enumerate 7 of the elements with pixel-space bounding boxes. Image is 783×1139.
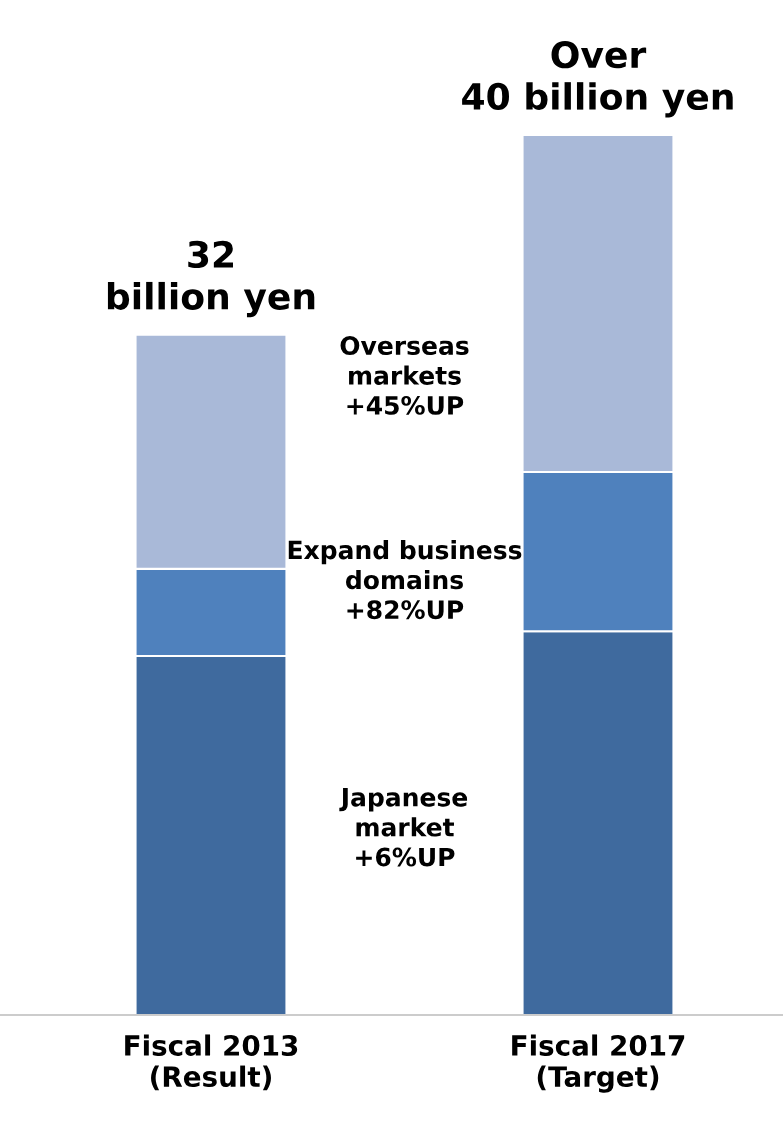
series-label: Expand business domains +82%UP	[288, 540, 522, 620]
text: Overseas markets +45%UP	[340, 336, 469, 415]
x-tick-label: Fiscal 2013 (Result)	[125, 1034, 298, 1091]
annotation: 32 billion yen	[107, 240, 315, 318]
annotation: Over 40 billion yen	[462, 41, 733, 118]
text: Japanese market +6%UP	[339, 788, 468, 867]
x-tick-label: Fiscal 2017 (Target)	[512, 1034, 685, 1093]
